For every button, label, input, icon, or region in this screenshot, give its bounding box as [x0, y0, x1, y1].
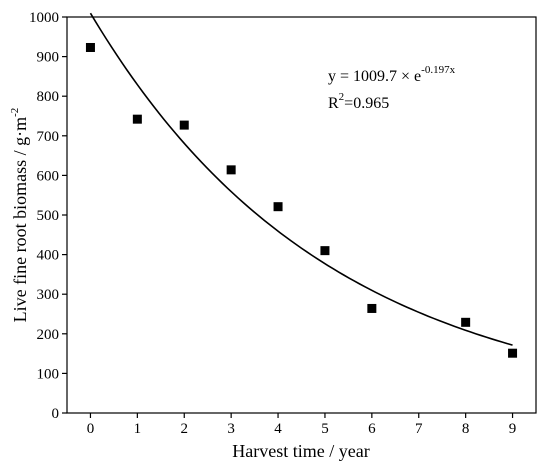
x-tick-label: 8 — [462, 421, 470, 437]
x-tick-label: 0 — [87, 421, 95, 437]
x-tick-label: 4 — [274, 421, 282, 437]
data-point — [179, 120, 189, 130]
data-point — [85, 42, 95, 52]
y-tick-label: 900 — [37, 50, 60, 66]
x-tick-label: 5 — [321, 421, 329, 437]
x-tick-label: 1 — [134, 421, 142, 437]
data-point — [367, 303, 377, 313]
y-axis-title: Live fine root biomass / g·m-2 — [9, 108, 30, 323]
fit-curve — [89, 12, 513, 346]
y-tick-label: 500 — [37, 208, 60, 224]
y-tick-label: 800 — [37, 89, 60, 105]
y-tick-label: 400 — [37, 248, 60, 264]
y-tick-label: 700 — [37, 129, 60, 145]
data-points — [85, 42, 518, 358]
fit-equation-main: y = 1009.7 × e — [328, 68, 421, 85]
x-axis-ticks: 0 1 2 3 4 5 6 7 8 9 — [87, 413, 517, 437]
y-tick-label: 1000 — [29, 10, 59, 26]
data-point — [320, 246, 330, 256]
x-tick-label: 7 — [415, 421, 423, 437]
y-axis-title-exponent: -2 — [9, 108, 21, 117]
x-tick-label: 9 — [509, 421, 517, 437]
data-point — [273, 202, 283, 212]
data-point — [226, 165, 236, 175]
data-point — [508, 348, 518, 358]
y-axis-ticks: 0 100 200 300 400 500 600 700 800 900 1000 — [29, 10, 67, 422]
r-squared-exponent: 2 — [339, 91, 345, 103]
data-point — [132, 114, 142, 124]
x-tick-label: 3 — [227, 421, 235, 437]
x-tick-label: 2 — [181, 421, 189, 437]
x-axis-title: Harvest time / year — [232, 441, 369, 461]
fit-equation-exponent: -0.197x — [421, 64, 455, 76]
r-squared: R2=0.965 — [328, 91, 389, 112]
y-tick-label: 300 — [37, 287, 60, 303]
y-tick-label: 100 — [37, 366, 60, 382]
plot-frame — [66, 16, 537, 414]
fit-equation: y = 1009.7 × e-0.197x — [328, 64, 456, 85]
y-tick-label: 200 — [37, 327, 60, 343]
r-squared-value: =0.965 — [344, 95, 389, 112]
y-tick-label: 600 — [37, 168, 60, 184]
data-point — [461, 317, 471, 327]
r-squared-prefix: R — [328, 95, 339, 112]
y-axis-title-main: Live fine root biomass / g·m — [10, 117, 30, 322]
y-tick-label: 0 — [52, 406, 60, 422]
x-tick-label: 6 — [368, 421, 376, 437]
